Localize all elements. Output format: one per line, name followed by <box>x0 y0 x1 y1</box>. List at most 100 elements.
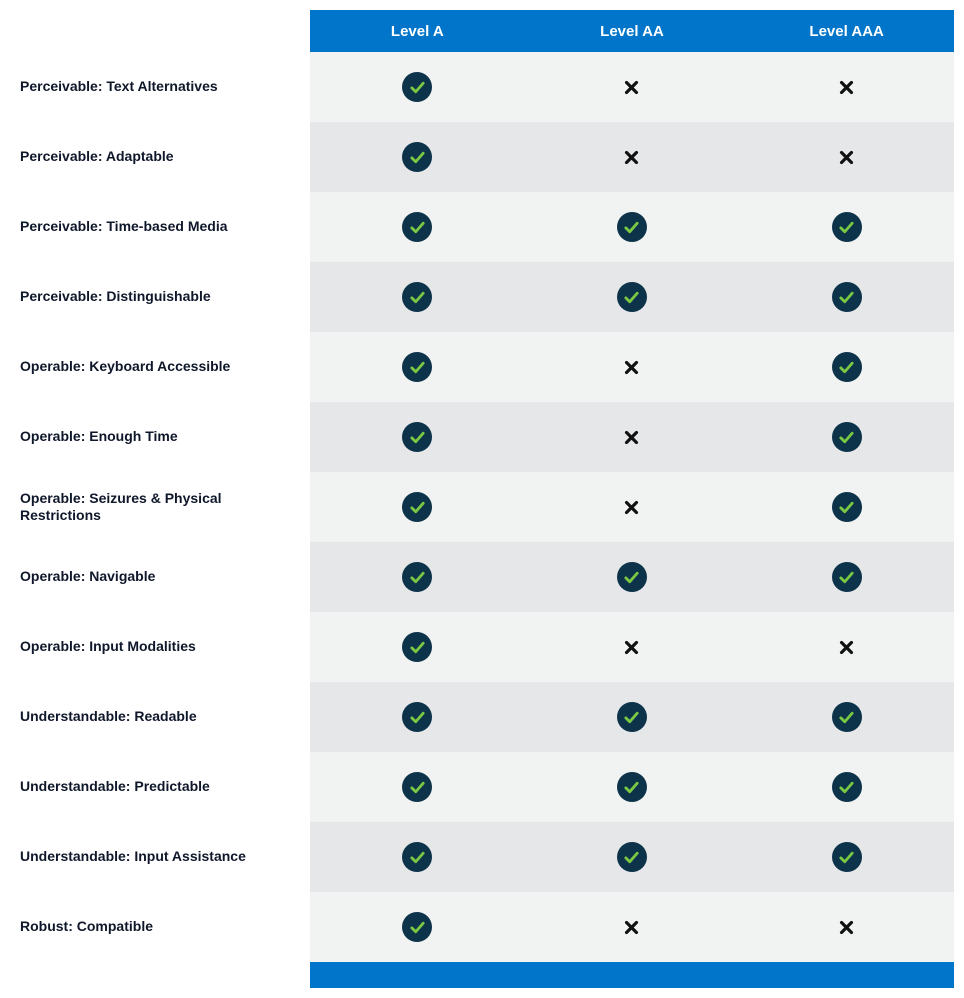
check-icon <box>402 142 432 172</box>
row-label: Operable: Input Modalities <box>10 612 310 682</box>
table-cell <box>739 682 954 752</box>
check-icon <box>617 842 647 872</box>
row-label: Operable: Enough Time <box>10 402 310 472</box>
check-icon <box>402 352 432 382</box>
check-icon <box>402 702 432 732</box>
table-cell <box>525 472 740 542</box>
row-label: Perceivable: Time-based Media <box>10 192 310 262</box>
check-icon <box>402 72 432 102</box>
check-icon <box>617 212 647 242</box>
check-icon <box>402 912 432 942</box>
table-cell <box>310 262 525 332</box>
table-cell <box>310 612 525 682</box>
check-icon <box>617 562 647 592</box>
x-icon <box>838 79 855 96</box>
column-header: Level AA <box>525 10 740 52</box>
x-icon <box>623 919 640 936</box>
table-cell <box>525 192 740 262</box>
table-cell <box>525 332 740 402</box>
check-icon <box>832 772 862 802</box>
check-icon <box>402 212 432 242</box>
check-icon <box>832 212 862 242</box>
footer-bar <box>310 962 525 988</box>
x-icon <box>623 359 640 376</box>
table-cell <box>525 822 740 892</box>
table-cell <box>739 612 954 682</box>
table-cell <box>525 752 740 822</box>
check-icon <box>402 422 432 452</box>
x-icon <box>623 499 640 516</box>
check-icon <box>832 562 862 592</box>
row-label: Operable: Seizures & Physical Restrictio… <box>10 472 310 542</box>
check-icon <box>832 282 862 312</box>
check-icon <box>617 282 647 312</box>
row-label: Perceivable: Text Alternatives <box>10 52 310 122</box>
x-icon <box>623 639 640 656</box>
check-icon <box>617 702 647 732</box>
check-icon <box>832 492 862 522</box>
row-label: Understandable: Readable <box>10 682 310 752</box>
x-icon <box>838 639 855 656</box>
x-icon <box>623 79 640 96</box>
check-icon <box>832 422 862 452</box>
check-icon <box>402 562 432 592</box>
table-cell <box>525 262 740 332</box>
table-cell <box>310 542 525 612</box>
table-cell <box>310 332 525 402</box>
table-cell <box>525 122 740 192</box>
row-label: Perceivable: Distinguishable <box>10 262 310 332</box>
table-cell <box>310 192 525 262</box>
x-icon <box>838 149 855 166</box>
table-cell <box>525 612 740 682</box>
row-label: Perceivable: Adaptable <box>10 122 310 192</box>
check-icon <box>617 772 647 802</box>
table-cell <box>739 822 954 892</box>
footer-spacer <box>10 962 310 988</box>
table-cell <box>310 752 525 822</box>
x-icon <box>623 149 640 166</box>
table-cell <box>525 402 740 472</box>
column-header: Level AAA <box>739 10 954 52</box>
table-cell <box>310 52 525 122</box>
table-cell <box>525 52 740 122</box>
table-cell <box>739 402 954 472</box>
table-cell <box>310 402 525 472</box>
table-cell <box>310 822 525 892</box>
table-cell <box>310 472 525 542</box>
x-icon <box>838 919 855 936</box>
check-icon <box>402 842 432 872</box>
column-header: Level A <box>310 10 525 52</box>
row-label: Robust: Compatible <box>10 892 310 962</box>
row-label: Understandable: Input Assistance <box>10 822 310 892</box>
table-cell <box>739 892 954 962</box>
table-cell <box>310 682 525 752</box>
table-cell <box>739 332 954 402</box>
table-cell <box>525 892 740 962</box>
table-cell <box>310 122 525 192</box>
table-cell <box>739 472 954 542</box>
table-cell <box>525 682 740 752</box>
check-icon <box>832 352 862 382</box>
table-cell <box>739 542 954 612</box>
row-label: Operable: Keyboard Accessible <box>10 332 310 402</box>
compliance-table: Level A Level AA Level AAA Perceivable: … <box>10 10 954 988</box>
table-cell <box>739 122 954 192</box>
table-cell <box>525 542 740 612</box>
check-icon <box>402 492 432 522</box>
check-icon <box>402 282 432 312</box>
table-cell <box>739 52 954 122</box>
check-icon <box>832 842 862 872</box>
table-cell <box>310 892 525 962</box>
table-cell <box>739 262 954 332</box>
check-icon <box>402 632 432 662</box>
check-icon <box>832 702 862 732</box>
table-cell <box>739 752 954 822</box>
row-label: Understandable: Predictable <box>10 752 310 822</box>
footer-bar <box>739 962 954 988</box>
header-spacer <box>10 10 310 52</box>
row-label: Operable: Navigable <box>10 542 310 612</box>
x-icon <box>623 429 640 446</box>
footer-bar <box>525 962 740 988</box>
table-cell <box>739 192 954 262</box>
check-icon <box>402 772 432 802</box>
